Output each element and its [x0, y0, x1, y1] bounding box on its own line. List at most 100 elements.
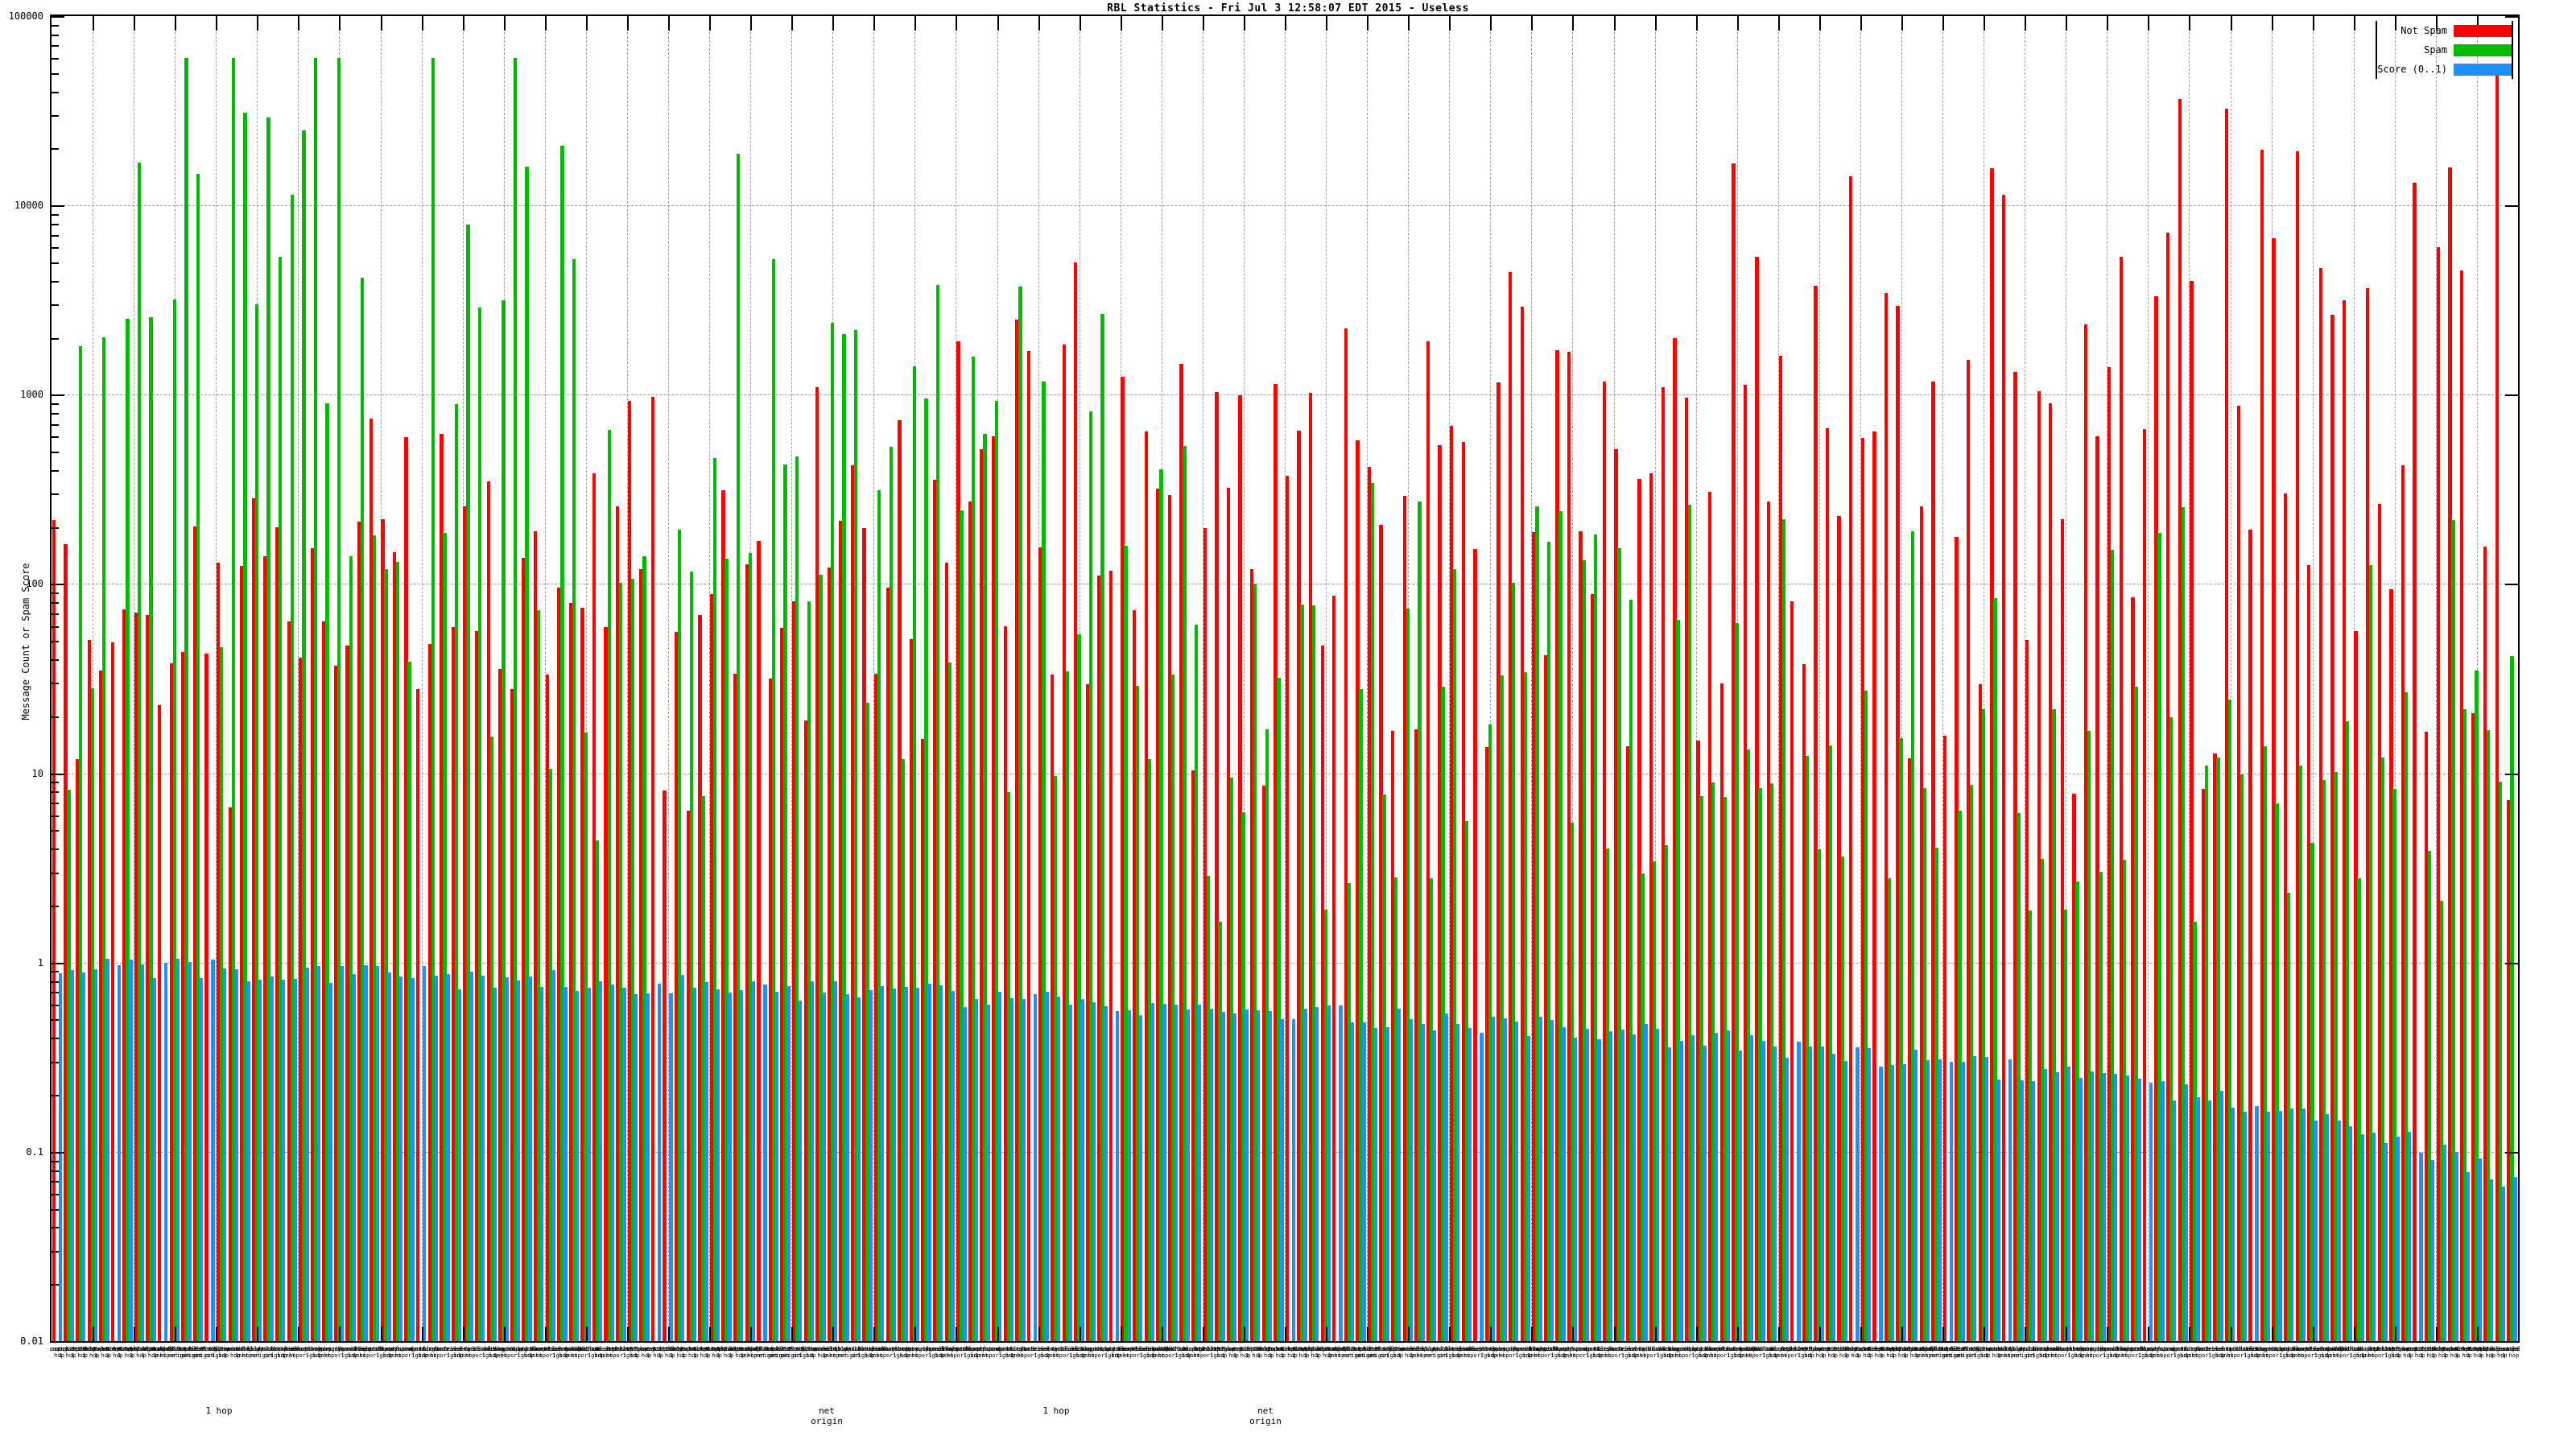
x-tick-label: 0.8.bl.blocklist.de net origin	[175, 1346, 242, 1360]
bar-score	[963, 1006, 967, 1341]
bar-spam	[2357, 878, 2361, 1341]
bar-score	[1785, 1058, 1789, 1341]
bar-score	[587, 988, 591, 1341]
x-axis-tick	[2230, 16, 2232, 31]
bar-spam	[384, 569, 388, 1341]
bar-score	[774, 992, 779, 1341]
bar-score	[1890, 1065, 1895, 1341]
bar-spam	[489, 736, 493, 1341]
bar-spam	[478, 308, 482, 1341]
bar-spam	[1053, 775, 1058, 1341]
v-gridline	[216, 16, 217, 1341]
bar-spam	[1018, 287, 1022, 1341]
bar-score	[316, 965, 321, 1341]
bar-score	[223, 968, 227, 1341]
x-tick-label: 0.2.cbl.abuseat.org net origin	[152, 1346, 217, 1360]
x-axis-tick	[1901, 1327, 1903, 1341]
bar-not-spam	[1426, 341, 1430, 1341]
x-tick-label: 0.10.dnsbl-1.uceprotect.net 1 hop	[82, 1346, 175, 1360]
bar-spam	[1406, 609, 1410, 1341]
bar-not-spam	[627, 400, 632, 1341]
x-axis-tick	[175, 1327, 177, 1341]
bar-not-spam	[898, 419, 902, 1341]
bar-not-spam	[2413, 183, 2417, 1341]
bar-score	[2079, 1077, 2083, 1341]
y-axis-minor-tick	[52, 1194, 59, 1196]
bar-spam	[231, 57, 235, 1341]
x-axis-tick	[216, 1327, 218, 1341]
bar-not-spam	[686, 811, 690, 1341]
bar-score	[2372, 1133, 2376, 1341]
bar-score	[763, 984, 767, 1341]
bar-spam	[2334, 771, 2338, 1341]
bar-spam	[2428, 851, 2432, 1341]
bar-not-spam	[1591, 594, 1595, 1341]
bar-score	[1198, 1005, 1202, 1341]
x-tick-label: dnsrbl.swinog.ch 1 hop	[322, 1346, 377, 1360]
x-tick-label: cbl.anti-spam.org.cn 1 hop	[1057, 1346, 1125, 1360]
bar-score	[2207, 1100, 2212, 1341]
bar-score	[939, 985, 943, 1341]
y-axis-tick	[52, 1151, 64, 1154]
bar-score	[2161, 1081, 2165, 1341]
bar-spam	[1781, 519, 1785, 1341]
bar-score	[1491, 1017, 1496, 1341]
bar-not-spam	[1649, 473, 1653, 1341]
x-tick-label: korea.services.net 1 hop	[436, 1346, 497, 1360]
bar-score	[1820, 1046, 1824, 1341]
y-axis-minor-tick	[52, 1038, 59, 1040]
x-axis-tick	[2230, 1327, 2232, 1341]
y-axis-minor-tick	[52, 1208, 59, 1211]
bar-score	[1996, 1080, 2000, 1341]
bar-score	[2031, 1080, 2036, 1341]
bar-spam	[1088, 411, 1093, 1341]
bar-not-spam	[181, 651, 185, 1341]
bar-not-spam	[1942, 736, 1947, 1341]
v-gridline	[1367, 16, 1368, 1341]
bar-not-spam	[2283, 493, 2288, 1341]
bar-not-spam	[1097, 576, 1101, 1341]
x-axis-tick	[134, 1327, 136, 1341]
bar-score	[1080, 998, 1084, 1341]
bar-spam	[1382, 794, 1386, 1341]
x-axis-tick	[2148, 1327, 2150, 1341]
x-axis-tick	[1408, 1327, 1410, 1341]
bar-spam	[407, 661, 411, 1341]
bar-score	[211, 960, 215, 1341]
x-axis-tick	[93, 16, 95, 31]
x-axis-tick	[1408, 16, 1410, 31]
bar-score	[669, 993, 673, 1341]
y-axis-minor-tick	[52, 114, 59, 117]
bar-score	[2360, 1133, 2364, 1341]
bar-not-spam	[263, 556, 267, 1341]
x-tick-label: access.redhawk.org net origin	[2315, 1346, 2377, 1360]
x-tick-label: dnsrbl.swinog.ch 1 hop	[2083, 1346, 2139, 1360]
bar-not-spam	[580, 607, 584, 1341]
bar-not-spam	[2107, 367, 2112, 1341]
bar-not-spam	[1707, 492, 1712, 1341]
bar-not-spam	[2342, 300, 2347, 1341]
v-gridline	[1860, 16, 1861, 1341]
bar-spam	[1535, 506, 1539, 1341]
bar-score	[1022, 999, 1026, 1341]
x-axis-tick	[668, 16, 670, 31]
x-axis-tick	[1654, 16, 1657, 31]
bar-not-spam	[1167, 494, 1172, 1341]
v-gridline	[626, 16, 628, 1341]
bar-spam	[807, 601, 811, 1341]
x-axis-tick	[1984, 16, 1986, 31]
bar-score	[434, 975, 439, 1341]
x-tick-label: 0.spam.dnsbl.sorbs.net 1 hop	[634, 1346, 709, 1360]
x-tick-label: dnsrbl.swinog.ch 1 hop	[1496, 1346, 1551, 1360]
bar-not-spam	[2154, 295, 2158, 1341]
bar-not-spam	[1637, 479, 1641, 1341]
bar-score	[657, 983, 662, 1341]
x-tick-label: 0.14.zen.spamhaus.org 1 hop	[681, 1346, 753, 1360]
x-axis-tick	[1818, 1327, 1821, 1341]
bar-spam	[853, 330, 858, 1341]
